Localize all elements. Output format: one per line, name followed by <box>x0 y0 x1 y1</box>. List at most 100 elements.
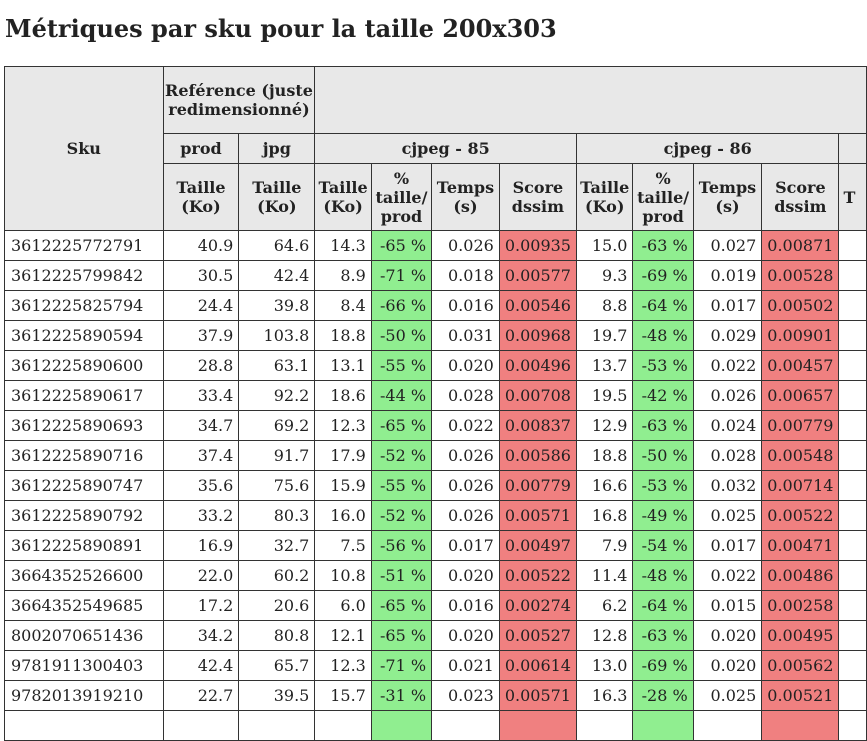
jpg-size-cell: 42.4 <box>238 260 316 291</box>
c85-time-cell: 0.031 <box>431 320 500 351</box>
c85-score-cell: 0.00614 <box>498 650 577 681</box>
c85-pct-cell: -44 % <box>370 380 433 411</box>
c86-size-cell: 6.2 <box>575 590 634 621</box>
sku-cell <box>4 710 164 741</box>
c86-size-cell: 9.3 <box>575 260 634 291</box>
c86-time-cell: 0.017 <box>692 530 763 561</box>
c86-size-cell: 19.5 <box>575 380 634 411</box>
table-row: 3664352549685 17.2 20.6 6.0 -65 % 0.016 0.0027… <box>4 590 867 621</box>
table-row: 3612225890617 33.4 92.2 18.6 -44 % 0.028 0.007… <box>4 380 867 411</box>
c85-time-cell: 0.021 <box>431 650 500 681</box>
c86-size-cell: 13.0 <box>575 650 634 681</box>
c85-time-cell: 0.017 <box>431 530 500 561</box>
prod-size-cell: 30.5 <box>162 260 240 291</box>
sku-cell: 3612225772791 <box>4 230 164 261</box>
jpg-size-cell: 91.7 <box>238 440 316 471</box>
partial-cell <box>838 320 867 351</box>
jpg-size-cell: 32.7 <box>238 530 316 561</box>
prod-size-cell: 37.9 <box>162 320 240 351</box>
c85-time-cell: 0.026 <box>431 470 500 501</box>
table-row <box>4 710 867 741</box>
table-row: 8002070651436 34.2 80.8 12.1 -65 % 0.020 0.005… <box>4 620 867 651</box>
c85-pct-cell: -52 % <box>370 500 433 531</box>
next-col-header: T <box>838 163 867 231</box>
c86-time-cell: 0.026 <box>692 380 763 411</box>
jpg-size-cell: 92.2 <box>238 380 316 411</box>
c86-size-cell: 16.8 <box>575 500 634 531</box>
c86-time-cell <box>692 710 763 741</box>
c85-score-cell: 0.00497 <box>498 530 577 561</box>
table-row: 3612225890891 16.9 32.7 7.5 -56 % 0.017 0.0049… <box>4 530 867 561</box>
c85-time-cell: 0.022 <box>431 410 500 441</box>
c86-pct-cell: -69 % <box>632 650 694 681</box>
c86-size-cell: 16.3 <box>575 680 634 711</box>
sku-cell: 9781911300403 <box>4 650 164 681</box>
c86-size-cell: 12.8 <box>575 620 634 651</box>
c86-score-cell <box>761 710 840 741</box>
c86-score-cell: 0.00901 <box>761 320 840 351</box>
c86-score-cell: 0.00521 <box>761 680 840 711</box>
table-row: 3612225890716 37.4 91.7 17.9 -52 % 0.026 0.005… <box>4 440 867 471</box>
c86-time-cell: 0.024 <box>692 410 763 441</box>
partial-cell <box>838 410 867 441</box>
c86-pct-cell: -63 % <box>632 410 694 441</box>
jpg-size-cell: 64.6 <box>238 230 316 261</box>
c86-taille-header: Taille (Ko) <box>575 163 634 231</box>
c85-score-cell: 0.00571 <box>498 500 577 531</box>
c86-size-cell: 12.9 <box>575 410 634 441</box>
jpg-size-cell: 75.6 <box>238 470 316 501</box>
c86-pct-cell: -28 % <box>632 680 694 711</box>
table-row: 9782013919210 22.7 39.5 15.7 -31 % 0.023 0.005… <box>4 680 867 711</box>
sku-header: Sku <box>4 66 164 231</box>
jpg-size-cell: 65.7 <box>238 650 316 681</box>
c86-pct-cell: -64 % <box>632 590 694 621</box>
c85-pct-cell: -65 % <box>370 590 433 621</box>
c86-score-cell: 0.00495 <box>761 620 840 651</box>
c85-time-cell: 0.018 <box>431 260 500 291</box>
prod-size-cell: 33.4 <box>162 380 240 411</box>
c86-pct-cell <box>632 710 694 741</box>
c85-size-cell: 12.3 <box>314 410 372 441</box>
c85-score-cell: 0.00968 <box>498 320 577 351</box>
c85-pct-cell: -55 % <box>370 470 433 501</box>
c85-score-cell: 0.00837 <box>498 410 577 441</box>
c86-time-cell: 0.020 <box>692 650 763 681</box>
c86-size-cell: 19.7 <box>575 320 634 351</box>
jpg-size-cell: 39.8 <box>238 290 316 321</box>
c85-pct-cell: -50 % <box>370 320 433 351</box>
c86-size-cell: 13.7 <box>575 350 634 381</box>
c85-pct-cell: -71 % <box>370 260 433 291</box>
c85-pct-cell: -31 % <box>370 680 433 711</box>
c85-size-cell: 18.6 <box>314 380 372 411</box>
c85-time-cell: 0.020 <box>431 620 500 651</box>
prod-taille-header: Taille (Ko) <box>162 163 240 231</box>
metrics-table: Sku Reférence (juste redimensionné) prod… <box>4 66 867 741</box>
prod-size-cell <box>162 710 240 741</box>
c85-score-cell: 0.00522 <box>498 560 577 591</box>
c85-time-cell <box>431 710 500 741</box>
prod-size-cell: 40.9 <box>162 230 240 261</box>
sku-cell: 9782013919210 <box>4 680 164 711</box>
c86-score-header: Score dssim <box>761 163 840 231</box>
sku-cell: 3612225890716 <box>4 440 164 471</box>
header-blank <box>314 66 867 134</box>
c86-time-cell: 0.029 <box>692 320 763 351</box>
prod-size-cell: 33.2 <box>162 500 240 531</box>
c86-score-cell: 0.00486 <box>761 560 840 591</box>
c85-time-cell: 0.026 <box>431 230 500 261</box>
jpg-size-cell: 39.5 <box>238 680 316 711</box>
sku-cell: 3612225890792 <box>4 500 164 531</box>
c86-time-cell: 0.022 <box>692 560 763 591</box>
c86-time-cell: 0.025 <box>692 500 763 531</box>
c86-size-cell: 8.8 <box>575 290 634 321</box>
prod-size-cell: 28.8 <box>162 350 240 381</box>
table-row: 3612225890600 28.8 63.1 13.1 -55 % 0.020 0.004… <box>4 350 867 381</box>
c86-size-cell: 7.9 <box>575 530 634 561</box>
sku-cell: 3612225890617 <box>4 380 164 411</box>
table-row: 3612225890594 37.9 103.8 18.8 -50 % 0.031 0.00… <box>4 320 867 351</box>
jpg-taille-header: Taille (Ko) <box>238 163 316 231</box>
c85-pct-cell: -65 % <box>370 410 433 441</box>
partial-cell <box>838 470 867 501</box>
prod-size-cell: 34.2 <box>162 620 240 651</box>
c85-time-cell: 0.016 <box>431 590 500 621</box>
